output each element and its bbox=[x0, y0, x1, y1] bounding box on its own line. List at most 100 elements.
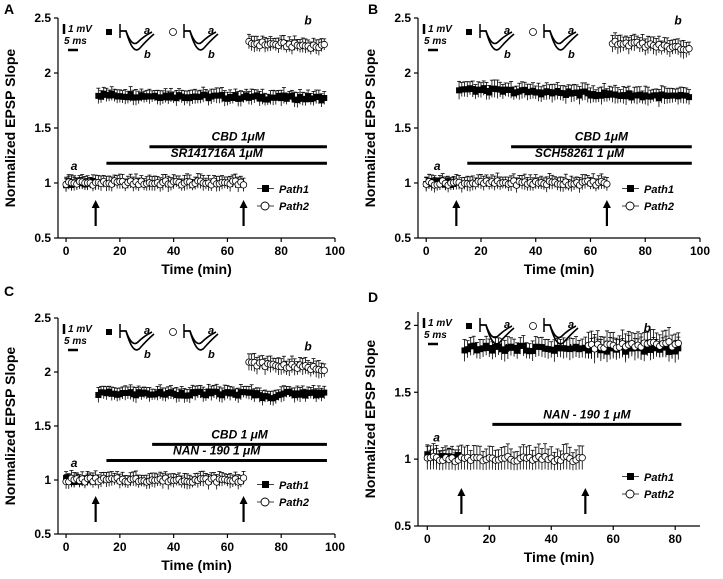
data-point bbox=[625, 90, 632, 97]
data-point bbox=[579, 345, 586, 352]
x-tick-label: 40 bbox=[529, 244, 543, 258]
data-point bbox=[483, 342, 490, 349]
trace-label-a: a bbox=[144, 25, 150, 37]
x-tick-label: 80 bbox=[669, 532, 683, 546]
data-point bbox=[523, 347, 530, 354]
data-point bbox=[321, 389, 328, 396]
x-tick-label: 100 bbox=[690, 244, 710, 258]
data-point bbox=[598, 92, 605, 99]
scale-bar-ms-label: 5 ms bbox=[424, 36, 447, 47]
legend-label-path1: Path1 bbox=[644, 472, 674, 484]
trace-b bbox=[120, 330, 155, 351]
y-axis-label: Normalized EPSP Slope bbox=[2, 347, 18, 506]
y-tick-label: 1.5 bbox=[34, 419, 51, 433]
panel-b: B 0.5 1 1.5 2 2.5 0 20 40 60 80 100 Time (min) Normal… bbox=[362, 1, 710, 277]
drug-bar-label: SCH58261 1 μM bbox=[535, 146, 625, 160]
data-point bbox=[498, 346, 505, 353]
annotation-label: b bbox=[304, 14, 311, 28]
trace-legend-circle bbox=[169, 28, 177, 36]
annotation-label: a bbox=[71, 159, 78, 173]
trace-legend-circle bbox=[529, 28, 537, 36]
series-path2 bbox=[62, 353, 328, 490]
data-point bbox=[320, 40, 328, 49]
data-point bbox=[239, 181, 248, 189]
trace-legend-square bbox=[106, 329, 112, 335]
data-point bbox=[532, 343, 539, 350]
data-point bbox=[476, 346, 483, 353]
data-point bbox=[461, 347, 468, 354]
data-point bbox=[288, 92, 295, 99]
data-point bbox=[239, 474, 248, 482]
data-point bbox=[517, 342, 524, 349]
panel-letter: A bbox=[4, 1, 14, 17]
data-point bbox=[520, 342, 527, 349]
x-axis-label: Time (min) bbox=[161, 261, 232, 277]
trace-label-b: b bbox=[568, 49, 575, 61]
scale-bar-mv-label: 1 mV bbox=[68, 324, 93, 335]
x-tick-label: 20 bbox=[113, 540, 127, 554]
x-tick-label: 0 bbox=[63, 540, 70, 554]
trace-label-a: a bbox=[568, 25, 574, 37]
data-point bbox=[232, 92, 239, 99]
trace-label-b: b bbox=[568, 343, 575, 355]
data-point bbox=[508, 86, 515, 93]
stimulus-arrowhead bbox=[91, 200, 100, 208]
data-point bbox=[486, 89, 493, 96]
x-axis-label: Time (min) bbox=[524, 549, 595, 565]
data-point bbox=[576, 92, 583, 99]
data-point bbox=[302, 96, 309, 103]
y-tick-label: 2.5 bbox=[394, 11, 411, 25]
x-tick-label: 60 bbox=[584, 244, 598, 258]
stimulus-arrowhead bbox=[91, 496, 100, 504]
trace-label-a: a bbox=[144, 325, 150, 337]
data-point bbox=[545, 346, 552, 353]
data-point bbox=[132, 392, 139, 399]
y-tick-label: 2 bbox=[404, 318, 411, 332]
series-path1 bbox=[424, 334, 682, 466]
x-tick-label: 60 bbox=[221, 540, 235, 554]
x-axis-label: Time (min) bbox=[161, 557, 232, 573]
data-point bbox=[560, 345, 567, 352]
data-point bbox=[470, 342, 477, 349]
trace-label-b: b bbox=[144, 49, 151, 61]
data-point bbox=[674, 339, 682, 347]
x-tick-label: 20 bbox=[113, 244, 127, 258]
series-path1 bbox=[423, 79, 693, 191]
data-point bbox=[557, 345, 564, 352]
annotation-label: a bbox=[433, 431, 440, 445]
data-point bbox=[578, 454, 586, 462]
x-tick-label: 0 bbox=[63, 244, 70, 258]
y-axis-label: Normalized EPSP Slope bbox=[362, 49, 378, 208]
data-point bbox=[310, 389, 317, 396]
data-point bbox=[573, 89, 580, 96]
data-point bbox=[569, 345, 576, 352]
data-point bbox=[486, 345, 493, 352]
y-tick-label: 2 bbox=[404, 66, 411, 80]
y-tick-label: 1.5 bbox=[394, 385, 411, 399]
data-point bbox=[563, 345, 570, 352]
data-point bbox=[299, 389, 306, 396]
scale-bar-mv-label: 1 mV bbox=[428, 24, 453, 35]
y-tick-label: 2.5 bbox=[34, 11, 51, 25]
y-axis-label: Normalized EPSP Slope bbox=[362, 340, 378, 499]
drug-bar-label: NAN - 190 1 μM bbox=[173, 444, 261, 458]
scale-bar-ms-label: 5 ms bbox=[424, 330, 447, 341]
y-tick-label: 0.5 bbox=[34, 231, 51, 245]
trace-b bbox=[480, 324, 515, 345]
trace-b bbox=[480, 30, 515, 51]
x-tick-label: 40 bbox=[167, 540, 181, 554]
trace-label-b: b bbox=[504, 49, 511, 61]
y-tick-label: 1 bbox=[44, 176, 51, 190]
drug-bar-label: CBD 1μM bbox=[212, 130, 266, 144]
data-point bbox=[507, 343, 514, 350]
trace-legend-square bbox=[106, 29, 112, 35]
trace-label-b: b bbox=[144, 349, 151, 361]
y-tick-label: 2 bbox=[44, 365, 51, 379]
legend-label-path1: Path1 bbox=[279, 480, 309, 492]
scale-bar-mv-label: 1 mV bbox=[428, 318, 453, 329]
annotation-label: b bbox=[304, 339, 311, 353]
data-point bbox=[480, 345, 487, 352]
scale-bar-ms-label: 5 ms bbox=[64, 36, 87, 47]
panel-letter: D bbox=[368, 289, 378, 305]
